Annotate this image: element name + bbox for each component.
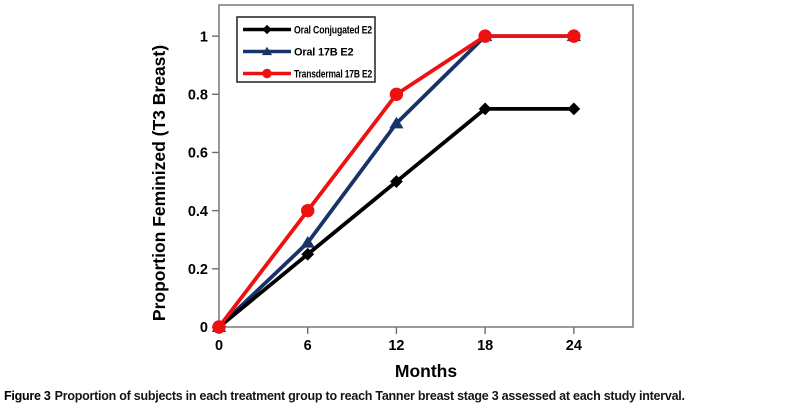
data-point-marker xyxy=(478,29,492,43)
y-tick-label: 0.6 xyxy=(188,146,208,162)
series-circle xyxy=(212,29,581,334)
y-tick-label: 0.4 xyxy=(188,204,208,220)
data-point-marker xyxy=(389,87,404,101)
series-diamond xyxy=(212,102,581,334)
line-chart: 0 0.2 0.4 0.6 0.8 1 0 6 12 18 24 Months Proportion F… xyxy=(149,4,634,381)
x-tick-label: 12 xyxy=(388,338,404,354)
y-axis-title: Proportion Feminized (T3 Breast) xyxy=(149,45,169,321)
legend-marker xyxy=(261,46,273,56)
figure-caption-label: Figure 3 xyxy=(4,389,51,403)
data-point-marker xyxy=(567,29,581,43)
legend-marker xyxy=(262,68,272,79)
legend-label: Oral 17B E2 xyxy=(294,46,353,58)
x-axis-title: Months xyxy=(395,361,457,381)
figure-caption: Figure 3 Proportion of subjects in each t… xyxy=(4,389,792,403)
y-tick-label: 0.8 xyxy=(188,87,208,103)
data-point-marker xyxy=(389,116,404,129)
legend-label: Oral Conjugated E2 xyxy=(294,24,372,36)
x-axis: 0 6 12 18 24 xyxy=(215,327,582,354)
legend: Oral Conjugated E2 Oral 17B E2 Transdermal… xyxy=(236,16,376,83)
y-tick-label: 0.2 xyxy=(188,262,208,278)
figure-caption-text: Proportion of subjects in each treatment… xyxy=(54,389,685,403)
legend-entry: Oral 17B E2 xyxy=(243,46,354,58)
y-axis: 0 0.2 0.4 0.6 0.8 1 xyxy=(188,29,219,336)
legend-entry: Oral Conjugated E2 xyxy=(243,24,372,36)
data-point-marker xyxy=(301,247,315,261)
legend-marker xyxy=(262,24,272,35)
data-point-marker xyxy=(301,203,315,218)
x-tick-label: 6 xyxy=(304,338,312,354)
data-point-marker xyxy=(212,320,226,334)
data-point-marker xyxy=(390,175,403,188)
x-tick-label: 18 xyxy=(477,338,493,354)
x-tick-label: 24 xyxy=(566,338,582,354)
data-point-marker xyxy=(567,102,581,116)
data-point-marker xyxy=(478,102,492,116)
x-tick-label: 0 xyxy=(215,338,223,354)
legend-label: Transdermal 17B E2 xyxy=(294,68,372,80)
legend-entry: Transdermal 17B E2 xyxy=(243,68,372,80)
y-tick-label: 0 xyxy=(200,320,208,336)
y-tick-label: 1 xyxy=(200,29,208,45)
data-point-marker xyxy=(300,236,315,248)
